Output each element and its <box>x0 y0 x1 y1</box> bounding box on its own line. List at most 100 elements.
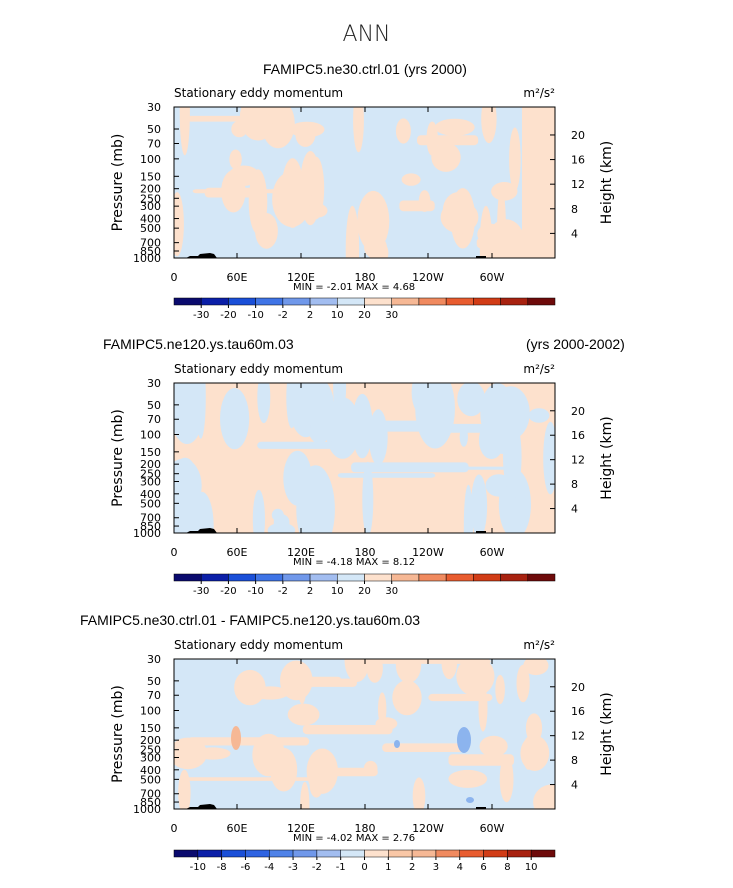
pressure-tick-label: 100 <box>140 429 161 442</box>
pressure-tick-label: 700 <box>140 788 161 801</box>
panel-subtitle: Stationary eddy momentum <box>174 638 343 652</box>
x-tick-label: 180 <box>355 822 376 835</box>
colorbar-label: 20 <box>358 586 371 597</box>
x-tick-label: 60E <box>227 546 248 559</box>
contour-blob <box>412 777 426 809</box>
pressure-tick-label: 150 <box>140 446 161 459</box>
terrain-mask <box>476 531 486 533</box>
colorbar-label: -6 <box>240 862 250 873</box>
contour-blob <box>411 383 440 418</box>
colorbar-label: 20 <box>358 310 371 321</box>
contour-blob <box>286 383 298 429</box>
pressure-tick-label: 1000 <box>133 252 161 265</box>
contour-blob <box>309 773 324 798</box>
colorbar-label: 10 <box>331 310 344 321</box>
contour-blob <box>297 666 307 705</box>
contour-blob <box>251 686 289 700</box>
colorbar-swatch <box>527 573 556 582</box>
contour-blob <box>231 120 248 138</box>
colorbar-swatch <box>200 573 229 582</box>
min-max-stats: MIN = -4.02 MAX = 2.76 <box>293 833 415 844</box>
pressure-tick-label: 70 <box>147 689 161 702</box>
height-tick-label: 12 <box>571 178 585 191</box>
y-axis-label: Pressure (mb) <box>110 685 126 783</box>
contour-blob <box>509 127 521 191</box>
terrain-mask <box>174 528 217 533</box>
colorbar-label: -20 <box>220 586 236 597</box>
colorbar-swatch <box>435 849 461 858</box>
contour-band <box>476 237 533 249</box>
y-axis-label: Pressure (mb) <box>110 134 126 232</box>
y-axis-label: Pressure (mb) <box>110 409 126 507</box>
contour-blob <box>434 118 475 136</box>
x-tick-label: 120W <box>412 822 444 835</box>
terrain-mask <box>476 256 486 258</box>
units-label: m²/s² <box>523 86 555 100</box>
pressure-tick-label: 150 <box>140 722 161 735</box>
contour-peak <box>394 740 400 748</box>
colorbar-swatch <box>228 573 256 582</box>
contour-band <box>337 473 436 478</box>
colorbar-swatch <box>418 573 447 582</box>
pressure-tick-label: 250 <box>140 468 161 481</box>
height-tick-label: 20 <box>571 681 585 694</box>
contour-blob <box>366 659 383 683</box>
units-label: m²/s² <box>523 638 555 652</box>
colorbar-swatch <box>500 297 529 306</box>
panel-2-title: FAMIPC5.ne120.ys.tau60m.03 <box>103 336 294 352</box>
min-max-stats: MIN = -4.18 MAX = 8.12 <box>293 557 415 568</box>
panel-2-years: (yrs 2000-2002) <box>526 336 625 352</box>
height-tick-label: 12 <box>571 454 585 467</box>
contour-band <box>204 187 258 198</box>
colorbar-swatch <box>364 849 389 858</box>
contour-blob <box>478 421 505 460</box>
colorbar-swatch <box>255 573 284 582</box>
pressure-tick-label: 30 <box>147 653 161 666</box>
contour-blob <box>431 142 461 172</box>
colorbar-label: 1 <box>385 862 391 873</box>
height-tick-label: 12 <box>571 730 585 743</box>
height-tick-label: 8 <box>571 203 578 216</box>
terrain-mask <box>174 253 217 258</box>
contour-blob <box>353 107 364 153</box>
colorbar-label: 0 <box>361 862 367 873</box>
right-axis-label: Height (km) <box>599 416 615 499</box>
x-tick-label: 0 <box>171 546 178 559</box>
contour-band <box>296 676 342 681</box>
pressure-tick-label: 70 <box>147 413 161 426</box>
contour-blob <box>440 201 479 234</box>
colorbar-swatch <box>245 849 270 858</box>
pressure-tick-label: 200 <box>140 458 161 471</box>
x-tick-label: 60W <box>480 546 505 559</box>
contour-blob <box>228 165 260 186</box>
pressure-tick-label: 850 <box>140 520 161 533</box>
x-tick-label: 0 <box>171 822 178 835</box>
units-label: m²/s² <box>523 362 555 376</box>
colorbar-label: 6 <box>480 862 486 873</box>
colorbar-label: -4 <box>264 862 274 873</box>
colorbar-label: -10 <box>247 586 263 597</box>
colorbar-label: -2 <box>278 586 288 597</box>
contour-peak <box>231 726 241 750</box>
pressure-tick-label: 400 <box>140 764 161 777</box>
colorbar-swatch <box>411 849 437 858</box>
contour-blob <box>179 107 190 156</box>
contour-blob <box>378 692 387 726</box>
contour-blob <box>362 461 374 533</box>
colorbar-swatch <box>173 573 202 582</box>
colorbar-swatch <box>391 297 420 306</box>
pressure-tick-label: 70 <box>147 137 161 150</box>
contour-blob <box>448 769 488 788</box>
contour-blob <box>271 508 284 522</box>
pressure-tick-label: 250 <box>140 744 161 757</box>
x-tick-label: 0 <box>171 271 178 284</box>
contour-blob <box>495 674 505 705</box>
colorbar-swatch <box>473 297 501 306</box>
colorbar-swatch <box>269 849 294 858</box>
contour-blob <box>522 736 534 770</box>
contour-blob <box>543 421 555 495</box>
contour-band <box>302 725 393 735</box>
contour-blob <box>229 149 242 170</box>
pressure-tick-label: 300 <box>140 751 161 764</box>
